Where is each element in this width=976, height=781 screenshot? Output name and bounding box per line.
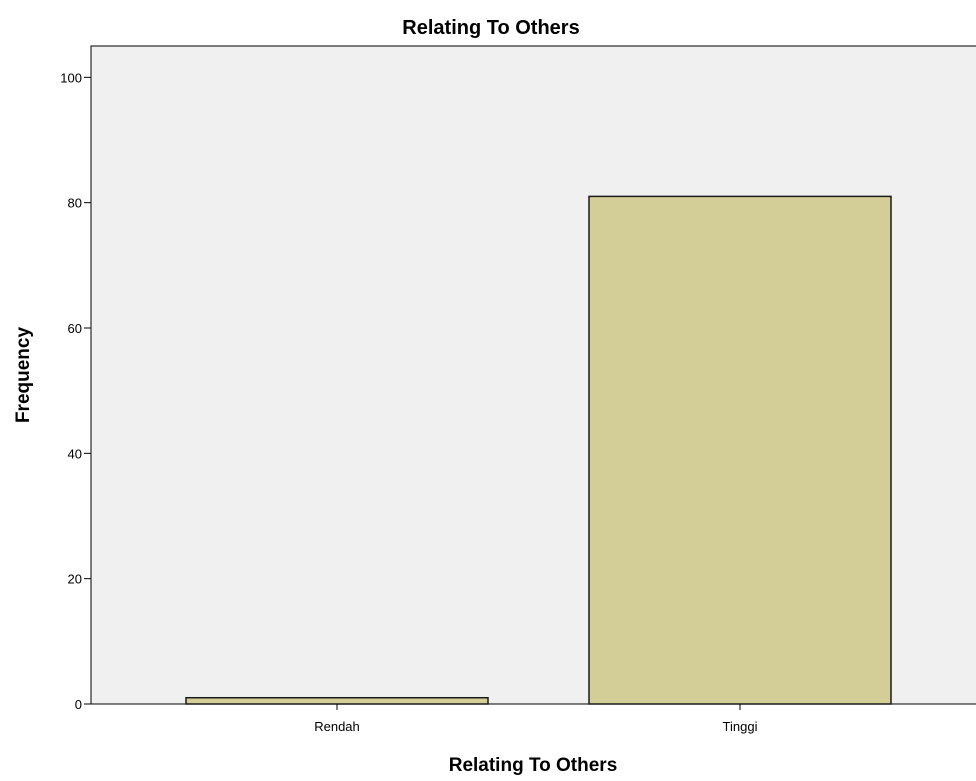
bar-rendah [185,696,489,705]
y-tick-label: 40 [68,446,82,461]
bars-group [185,195,892,705]
y-ticks-group: 0 20 40 60 80 100 [60,70,91,712]
chart-title: Relating To Others [402,17,579,39]
y-tick-label: 60 [68,321,82,336]
y-axis-label: Frequency [13,327,34,424]
x-tick-label: Tinggi [723,719,758,734]
x-axis-label: Relating To Others [449,755,618,776]
x-ticks-group: Rendah Tinggi [314,704,758,734]
x-tick-label: Rendah [314,719,360,734]
bar-tinggi [588,195,892,705]
y-tick-label: 0 [75,697,82,712]
y-tick-label: 20 [68,572,82,587]
y-tick-label: 80 [68,196,82,211]
y-tick-label: 100 [60,70,82,85]
